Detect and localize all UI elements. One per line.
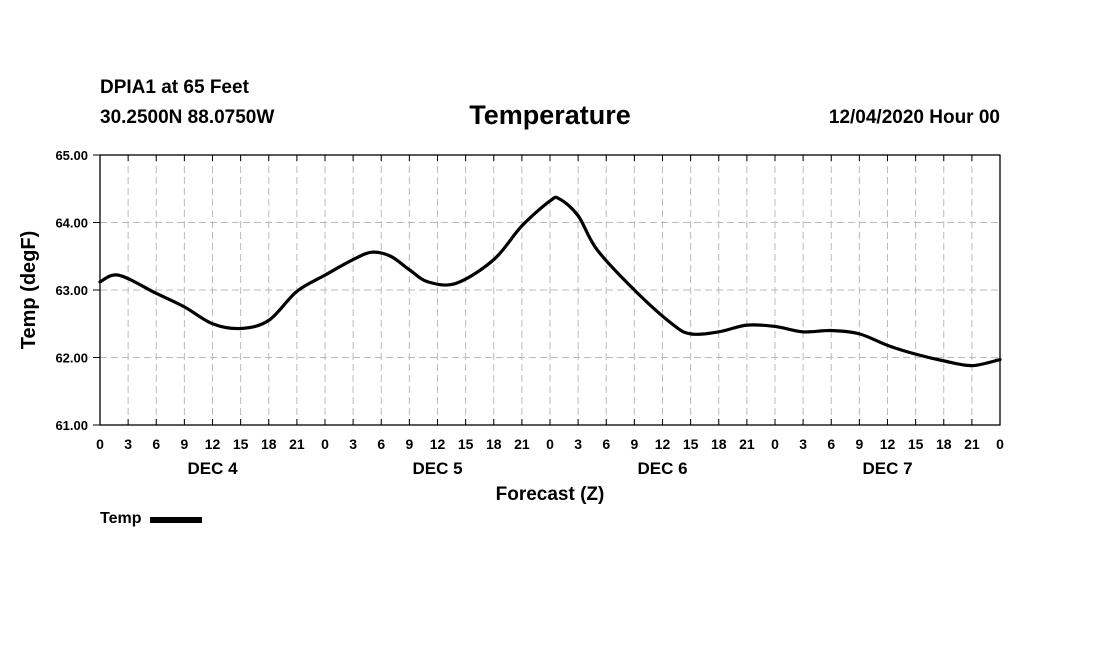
issue-time-label: 12/04/2020 Hour 00 — [828, 107, 1000, 128]
x-tick-label: 15 — [908, 436, 924, 452]
coordinates-label: 30.2500N 88.0750W — [100, 107, 275, 128]
x-tick-label: 15 — [458, 436, 474, 452]
y-tick-label: 65.00 — [55, 148, 88, 163]
x-tick-label: 6 — [377, 436, 385, 452]
x-tick-label: 3 — [799, 436, 807, 452]
day-label: DEC 6 — [637, 459, 687, 478]
series — [98, 195, 1002, 368]
x-tick-label: 3 — [349, 436, 357, 452]
x-tick-label: 9 — [630, 436, 638, 452]
x-axis: 0 3 6 9 12 15 18 21 0 3 6 9 12 15 18 21 0 3 6 9 12 15 18 21 0 3 6 9… — [96, 155, 1004, 452]
legend: Temp — [100, 510, 203, 528]
x-tick-label: 6 — [827, 436, 835, 452]
x-tick-label: 9 — [405, 436, 413, 452]
x-tick-label: 12 — [205, 436, 221, 452]
x-tick-label: 18 — [486, 436, 502, 452]
x-tick-label: 0 — [996, 436, 1004, 452]
chart-title: Temperature — [469, 100, 631, 130]
x-tick-label: 9 — [855, 436, 863, 452]
x-tick-label: 6 — [152, 436, 160, 452]
x-tick-label: 0 — [321, 436, 329, 452]
x-tick-label: 21 — [514, 436, 530, 452]
x-tick-label: 18 — [261, 436, 277, 452]
x-tick-label: 18 — [711, 436, 727, 452]
series-line-temp — [98, 195, 1002, 368]
x-tick-label: 12 — [880, 436, 896, 452]
x-tick-label: 12 — [430, 436, 446, 452]
x-tick-label: 0 — [771, 436, 779, 452]
y-tick-label: 61.00 — [55, 418, 88, 433]
day-labels: DEC 4 DEC 5 DEC 6 DEC 7 — [187, 459, 912, 478]
x-tick-label: 15 — [683, 436, 699, 452]
x-tick-label: 21 — [964, 436, 980, 452]
x-tick-label: 3 — [574, 436, 582, 452]
y-axis-label: Temp (degF) — [18, 231, 40, 350]
y-tick-label: 62.00 — [55, 351, 88, 366]
x-tick-label: 3 — [124, 436, 132, 452]
legend-label: Temp — [100, 510, 142, 527]
x-tick-label: 18 — [936, 436, 952, 452]
x-tick-label: 0 — [546, 436, 554, 452]
day-label: DEC 5 — [412, 459, 462, 478]
day-label: DEC 7 — [862, 459, 912, 478]
y-tick-label: 63.00 — [55, 283, 88, 298]
x-tick-label: 6 — [602, 436, 610, 452]
x-axis-label: Forecast (Z) — [496, 484, 605, 505]
station-label: DPIA1 at 65 Feet — [100, 77, 249, 98]
x-tick-label: 9 — [180, 436, 188, 452]
x-tick-label: 12 — [655, 436, 671, 452]
day-label: DEC 4 — [187, 459, 238, 478]
x-tick-label: 21 — [739, 436, 755, 452]
y-axis: 61.00 62.00 63.00 64.00 65.00 — [55, 148, 100, 433]
x-tick-label: 0 — [96, 436, 104, 452]
grid — [100, 155, 1000, 425]
x-tick-label: 21 — [289, 436, 305, 452]
y-tick-label: 64.00 — [55, 216, 88, 231]
x-tick-label: 15 — [233, 436, 249, 452]
legend-swatch — [150, 517, 203, 523]
